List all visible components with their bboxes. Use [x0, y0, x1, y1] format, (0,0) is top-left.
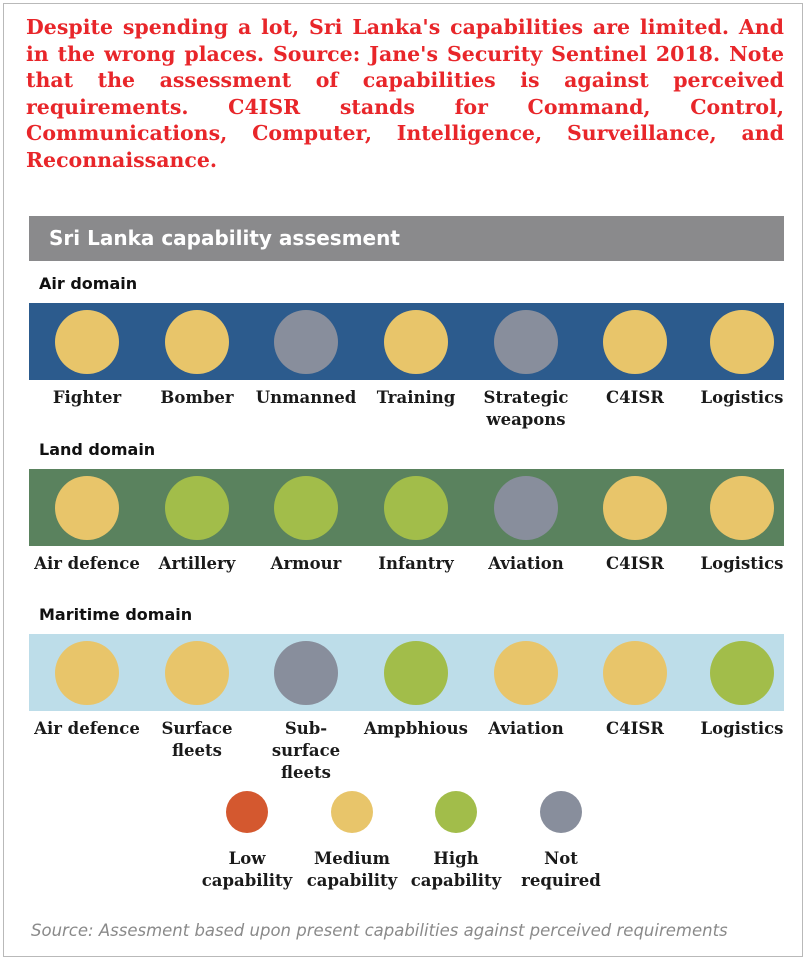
capability-circle: [274, 475, 338, 540]
capability-label: Surface fleets: [161, 719, 233, 760]
capability-circle: [55, 475, 119, 540]
capability-circle: [274, 309, 338, 374]
legend-swatch: [435, 791, 477, 833]
capability-circle: [494, 640, 558, 705]
capability-circle: [494, 475, 558, 540]
capability-circle: [710, 640, 774, 705]
capability-circle: [603, 309, 667, 374]
capability-label: C4ISR: [606, 388, 664, 407]
legend-label: Low capability: [201, 849, 293, 890]
legend-label: High capability: [410, 849, 502, 890]
capability-label: Logistics: [700, 554, 784, 573]
capability-circle: [55, 640, 119, 705]
chart-title: Sri Lanka capability assesment: [29, 216, 784, 261]
legend-swatch: [540, 791, 582, 833]
capability-label: Ampbhious: [364, 719, 468, 738]
domain-title: Maritime domain: [39, 605, 193, 624]
capability-circle: [165, 309, 229, 374]
intro-text: Despite spending a lot, Sri Lanka's capa…: [26, 15, 784, 172]
capability-circle: [165, 640, 229, 705]
capability-label: Unmanned: [255, 388, 357, 407]
capability-circle: [55, 309, 119, 374]
capability-circle: [603, 640, 667, 705]
capability-label: Logistics: [700, 719, 784, 738]
legend-label: Medium capability: [306, 849, 398, 890]
capability-label: Air defence: [34, 554, 140, 573]
source-note: Source: Assesment based upon present cap…: [31, 921, 728, 940]
capability-label: Sub-surface fleets: [271, 719, 341, 782]
domain-title: Air domain: [39, 274, 138, 293]
capability-circle: [603, 475, 667, 540]
capability-circle: [384, 640, 448, 705]
capability-label: C4ISR: [606, 554, 664, 573]
legend-swatch: [226, 791, 268, 833]
legend-swatch: [331, 791, 373, 833]
capability-circle: [384, 309, 448, 374]
capability-label: Armour: [270, 554, 342, 573]
capability-label: Infantry: [378, 554, 454, 573]
capability-label: Strategic weapons: [483, 388, 569, 429]
capability-label: Air defence: [34, 719, 140, 738]
domain-title: Land domain: [39, 440, 156, 459]
capability-label: C4ISR: [606, 719, 664, 738]
legend-label: Not required: [521, 849, 601, 890]
capability-label: Logistics: [700, 388, 784, 407]
capability-label: Bomber: [160, 388, 234, 407]
capability-circle: [384, 475, 448, 540]
capability-label: Fighter: [52, 388, 122, 407]
capability-label: Training: [376, 388, 456, 407]
capability-label: Aviation: [488, 554, 564, 573]
capability-circle: [274, 640, 338, 705]
capability-circle: [494, 309, 558, 374]
capability-label: Artillery: [158, 554, 236, 573]
capability-circle: [710, 475, 774, 540]
capability-label: Aviation: [488, 719, 564, 738]
infographic-frame: Despite spending a lot, Sri Lanka's capa…: [3, 3, 803, 957]
capability-circle: [710, 309, 774, 374]
capability-circle: [165, 475, 229, 540]
